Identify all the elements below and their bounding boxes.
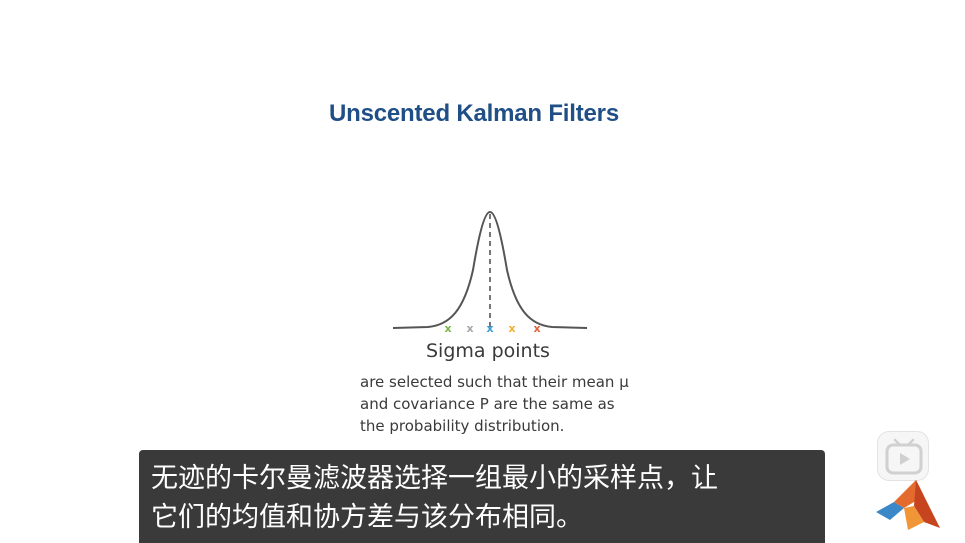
sigma-point-marker: x — [486, 322, 493, 335]
sigma-point-marker: x — [508, 322, 515, 335]
subtitle-box: 无迹的卡尔曼滤波器选择一组最小的采样点，让 它们的均值和协方差与该分布相同。 — [139, 450, 825, 543]
caption-line: and covariance P are the same as — [360, 395, 615, 413]
caption-body: are selected such that their mean μ and … — [360, 371, 680, 437]
subtitle-line: 无迹的卡尔曼滤波器选择一组最小的采样点，让 — [151, 463, 718, 494]
matlab-logo-icon — [876, 480, 940, 530]
caption-line: the probability distribution. — [360, 417, 565, 435]
subtitle-line: 它们的均值和协方差与该分布相同。 — [151, 502, 583, 533]
tv-play-icon[interactable] — [877, 431, 929, 481]
sigma-point-marker: x — [533, 322, 540, 335]
sigma-point-marker: x — [466, 322, 473, 335]
sigma-point-marker: x — [444, 322, 451, 335]
slide-title: Unscented Kalman Filters — [329, 100, 619, 127]
caption-line: are selected such that their mean μ — [360, 373, 629, 391]
bell-curve — [392, 210, 588, 329]
caption-heading: Sigma points — [426, 340, 550, 362]
